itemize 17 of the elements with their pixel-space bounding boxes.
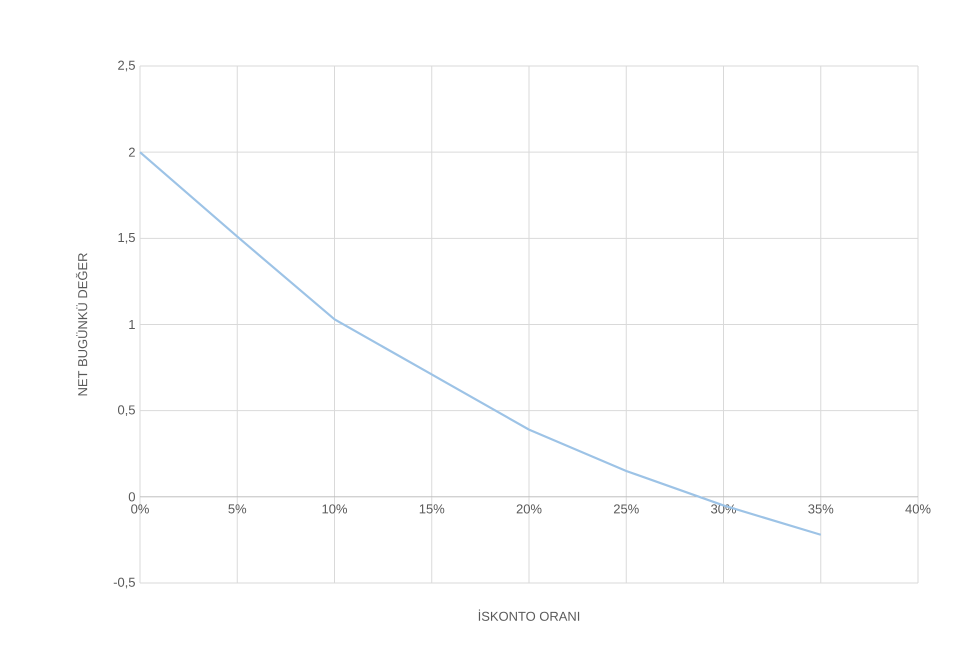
y-tick-label: 2,5 xyxy=(118,60,135,72)
x-tick-label: 25% xyxy=(614,504,639,514)
x-tick-label: 35% xyxy=(808,504,834,514)
y-tick-label: 0,5 xyxy=(118,405,135,416)
x-axis-title: İSKONTO ORANI xyxy=(478,610,580,621)
x-tick-label: 40% xyxy=(905,504,931,514)
x-tick-label: 0% xyxy=(131,504,149,514)
x-tick-label: 15% xyxy=(420,504,444,514)
y-tick-label: 1,5 xyxy=(118,233,135,244)
y-tick-label: 2 xyxy=(128,148,135,157)
y-tick-label: -0,5 xyxy=(114,578,135,588)
x-tick-label: 5% xyxy=(228,504,246,514)
x-tick-label: 10% xyxy=(322,504,348,514)
y-tick-label: 1 xyxy=(129,320,135,329)
y-tick-label: 0 xyxy=(128,492,135,502)
x-tick-label: 20% xyxy=(516,504,542,514)
y-axis-title: NET BUGÜNKÜ DEĞER xyxy=(76,253,88,396)
